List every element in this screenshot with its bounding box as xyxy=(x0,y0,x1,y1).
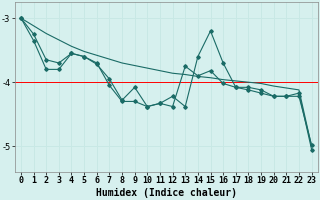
X-axis label: Humidex (Indice chaleur): Humidex (Indice chaleur) xyxy=(96,188,237,198)
